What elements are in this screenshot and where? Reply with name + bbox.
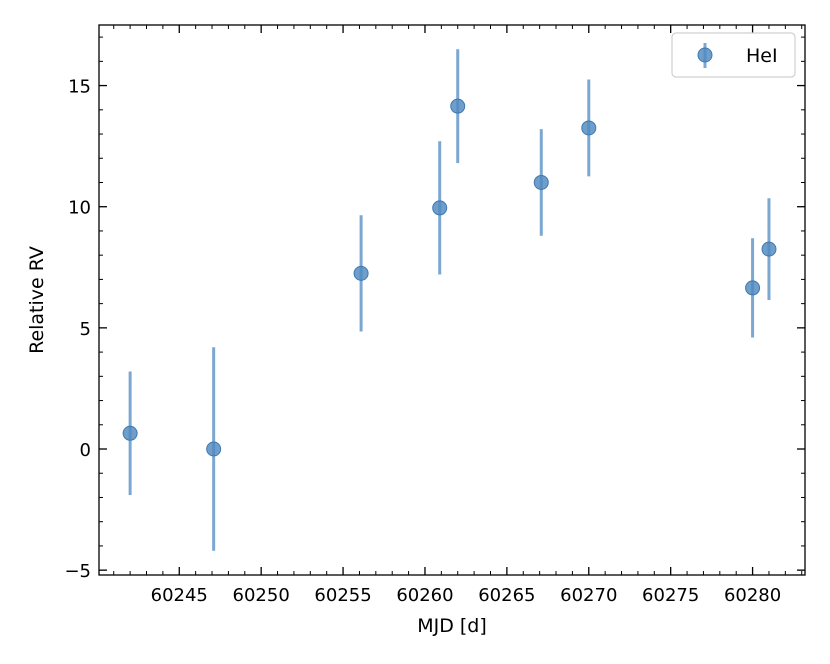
y-axis-ticks: −5 0 5 10 15: [64, 36, 805, 582]
x-tick-label: 60255: [314, 585, 371, 606]
legend: HeI: [671, 32, 796, 78]
data-point: [745, 280, 761, 296]
legend-label: HeI: [746, 45, 778, 67]
data-point: [533, 174, 549, 190]
data-point: [581, 120, 597, 136]
x-tick-label: 60250: [233, 585, 290, 606]
x-tick-label: 60280: [724, 585, 781, 606]
y-tick-label: 0: [80, 440, 91, 461]
x-tick-label: 60265: [478, 585, 535, 606]
data-point: [761, 241, 777, 257]
data-point: [450, 98, 466, 114]
y-tick-label: 10: [68, 198, 91, 219]
x-tick-label: 60245: [151, 585, 208, 606]
y-tick-label: −5: [64, 561, 91, 582]
y-axis-label: Relative RV: [26, 246, 48, 354]
plot-frame: [98, 24, 806, 576]
x-axis-label: MJD [d]: [417, 615, 487, 637]
legend-box: [671, 32, 796, 78]
data-point: [122, 425, 138, 441]
y-tick-label: 5: [80, 319, 91, 340]
x-axis-ticks: 60245 60250 60255 60260 60265 60270 60275 60280: [113, 25, 803, 606]
data-point: [353, 265, 369, 281]
y-tick-label: 15: [68, 77, 91, 98]
data-point: [206, 441, 222, 457]
x-tick-label: 60260: [396, 585, 453, 606]
x-tick-label: 60270: [560, 585, 617, 606]
data-points: [122, 49, 777, 551]
plot-area: 60245 60250 60255 60260 60265 60270 60275 60280…: [64, 24, 806, 606]
legend-marker: [697, 47, 713, 63]
data-point: [432, 200, 448, 216]
x-tick-label: 60275: [642, 585, 699, 606]
